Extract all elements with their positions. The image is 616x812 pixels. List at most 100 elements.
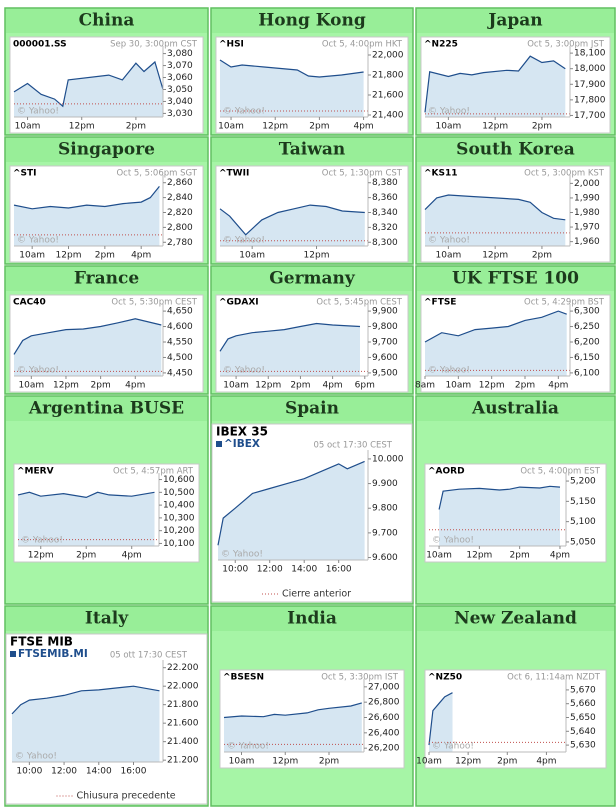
price-line [13, 318, 162, 355]
panel-title: India [287, 609, 337, 629]
price-line [424, 55, 566, 113]
price-line [424, 310, 567, 343]
market-panel: UK FTSE 100 ^FTSE Oct 5, 4:29pm BST 6,100 6,… [415, 265, 616, 395]
chart-stamp: Oct 5, 3:00pm KST [524, 169, 605, 179]
y-tick-label: 10,500 [163, 488, 195, 498]
x-tick-label: 6pm [355, 381, 375, 391]
y-tick-label: 8,300 [372, 238, 398, 248]
chart-stamp: Oct 5, 5:30pm CEST [111, 298, 197, 308]
y-tick-label: 27,000 [368, 682, 400, 692]
y-tick-label: 26,800 [368, 698, 400, 708]
x-tick-label: 10am [15, 122, 41, 132]
price-line [13, 186, 160, 210]
x-tick-label: 4pm [131, 251, 151, 261]
y-tick-label: 3,050 [167, 85, 193, 95]
x-tick-label: 10am [18, 381, 44, 391]
price-line [13, 60, 164, 108]
chart-credit: © Yahoo! [221, 550, 263, 560]
chart-stamp: Oct 5, 5:45pm CEST [316, 298, 402, 308]
x-tick-label: 12pm [28, 551, 54, 561]
x-tick-label: 10am [416, 757, 442, 767]
x-tick-label: 12pm [56, 251, 82, 261]
chart-credit: © Yahoo! [223, 366, 265, 376]
chart-credit: © Yahoo! [428, 366, 470, 376]
x-tick-label: 2pm [290, 381, 310, 391]
y-tick-label: 9,600 [372, 353, 398, 363]
symbol-swatch [10, 651, 16, 657]
chart-symbol: ^IBEX [224, 438, 260, 450]
chart-symbol: ^GDAXI [219, 298, 259, 308]
x-tick-label: 12pm [304, 251, 330, 261]
y-tick-label: 5,100 [570, 517, 596, 527]
chart-heading: FTSE MIB [10, 635, 73, 649]
chart-symbol: FTSEMIB.MI [18, 648, 88, 660]
x-tick-label: 10am [239, 251, 265, 261]
chart-stamp: Oct 5, 3:30pm IST [321, 673, 399, 683]
y-tick-label: 21,400 [372, 111, 404, 121]
y-tick-label: 22.000 [167, 682, 199, 692]
price-area [14, 186, 160, 246]
chart-symbol: ^KS11 [424, 169, 458, 179]
y-tick-label: 5,150 [570, 497, 596, 507]
x-tick-label: 12pm [53, 381, 79, 391]
y-tick-label: 9,700 [372, 338, 398, 348]
x-tick-label: 4pm [125, 381, 145, 391]
y-tick-label: 4,450 [167, 368, 193, 378]
chart-heading: IBEX 35 [216, 425, 268, 439]
y-tick-label: 21,600 [372, 91, 404, 101]
chart-credit: © Yahoo! [17, 236, 59, 246]
panel-header [417, 9, 614, 33]
chart-stamp: Oct 5, 3:00pm JST [527, 40, 605, 50]
panel-header [212, 397, 412, 421]
panel-header [212, 9, 412, 33]
chart-stamp: Oct 5, 4:57pm ART [113, 467, 194, 477]
x-tick-label: 2pm [532, 251, 552, 261]
x-tick-label: 12pm [479, 381, 505, 391]
market-panel: Singapore ^STI Oct 5, 5:06pm SGT 2,780 2,800… [4, 136, 209, 265]
price-line [219, 322, 361, 352]
y-tick-label: 3,030 [167, 109, 193, 119]
panel-title: Singapore [58, 140, 155, 160]
y-tick-label: 8,360 [372, 193, 398, 203]
panel-title: Germany [269, 269, 356, 289]
y-tick-label: 6,200 [574, 338, 600, 348]
y-tick-label: 3,080 [167, 49, 193, 59]
y-tick-label: 5,050 [570, 537, 596, 547]
panel-title: Japan [486, 11, 542, 31]
y-tick-label: 18,000 [574, 64, 606, 74]
price-area [18, 492, 155, 546]
y-tick-label: 26,200 [368, 744, 400, 754]
x-tick-label: 4pm [536, 757, 556, 767]
x-tick-label: 2pm [126, 122, 146, 132]
legend-label: Cierre anterior [282, 589, 351, 600]
chart-credit: © Yahoo! [15, 752, 57, 762]
y-tick-label: 2,000 [574, 179, 600, 189]
chart-stamp: Sep 30, 3:00pm CST [110, 40, 198, 50]
y-tick-label: 5,630 [570, 741, 596, 751]
chart-symbol: ^AORD [428, 467, 465, 477]
y-tick-label: 21.200 [167, 756, 199, 766]
price-line [219, 204, 365, 236]
panel-title: Taiwan [279, 140, 346, 160]
panel-header [6, 138, 207, 162]
x-tick-label: 16:00 [326, 565, 352, 575]
y-tick-label: 9,500 [372, 368, 398, 378]
x-tick-label: 10am [436, 122, 462, 132]
chart-stamp: Oct 5, 5:06pm SGT [116, 169, 197, 179]
y-tick-label: 8,340 [372, 208, 398, 218]
price-area [220, 60, 364, 117]
y-tick-label: 17,800 [574, 95, 606, 105]
y-tick-label: 6,150 [574, 353, 600, 363]
market-panel: South Korea ^KS11 Oct 5, 3:00pm KST 1,960 1,… [415, 136, 616, 265]
panel-title: Australia [471, 399, 559, 419]
panel-header [212, 267, 412, 291]
price-line [223, 702, 362, 719]
market-panel: Italy FTSE MIB 05 ott 17:30 CEST FTSEMIB.MI… [4, 605, 209, 807]
y-tick-label: 26,400 [368, 728, 400, 738]
chart-symbol: ^NZ50 [428, 673, 462, 683]
x-tick-label: 12pm [482, 251, 508, 261]
x-tick-label: 10am [229, 757, 255, 767]
chart-stamp: Oct 5, 1:30pm CST [322, 169, 403, 179]
price-area [439, 486, 560, 546]
chart-credit: © Yahoo! [21, 536, 63, 546]
